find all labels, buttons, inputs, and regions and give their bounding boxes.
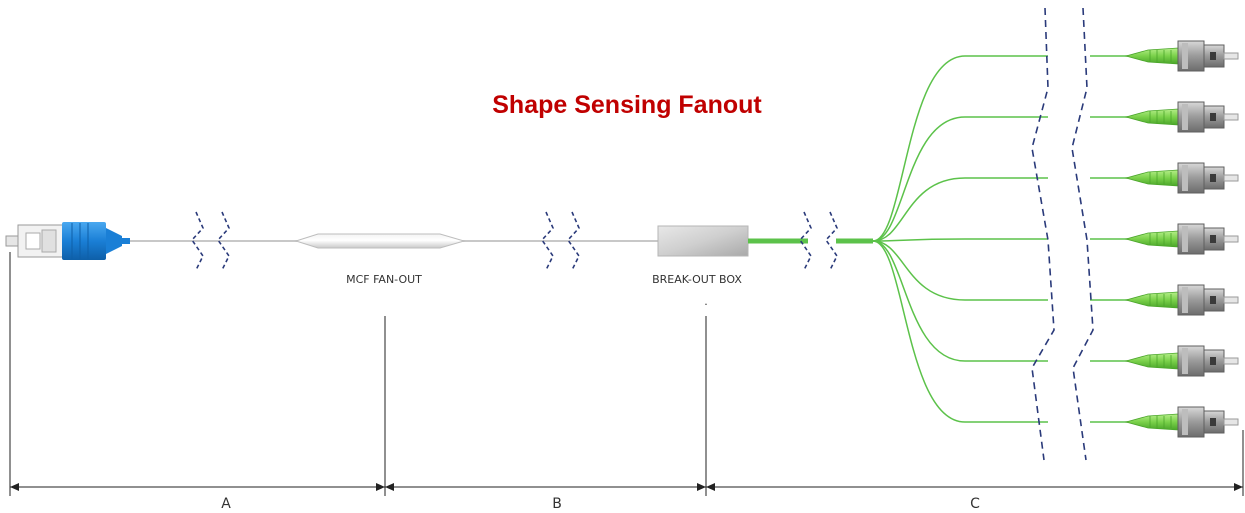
fanout-legs: [872, 55, 1128, 423]
dimension-a-label: A: [221, 496, 231, 512]
break-mark-a: [190, 211, 230, 271]
break-mark-b: [540, 211, 580, 271]
fanout-leg: [872, 238, 1048, 242]
break-mark-c: [798, 211, 838, 271]
mcf-fanout-device: [294, 233, 466, 249]
fc-connector-icon: [1124, 345, 1239, 377]
fanout-leg: [872, 240, 1048, 423]
mcf-fanout-label: MCF FAN-OUT: [346, 273, 422, 286]
tiny-dot: ·: [704, 298, 708, 311]
fanout-leg: [872, 240, 1048, 301]
dimension-arrows: [10, 483, 1243, 491]
breakout-box-label: BREAK-OUT BOX: [652, 273, 742, 286]
fc-connector-icon: [1124, 101, 1239, 133]
breakout-box: [657, 225, 749, 257]
fanout-leg: [872, 55, 1048, 242]
diagram-title: Shape Sensing Fanout: [492, 91, 762, 119]
fanout-leg: [872, 240, 1048, 362]
fc-connector-icon: [1124, 40, 1239, 72]
fc-connector-icon: [1124, 162, 1239, 194]
fanout-leg: [872, 177, 1048, 242]
fanout-leg: [872, 116, 1048, 242]
fc-connectors: [1124, 40, 1239, 438]
fc-connector-icon: [1124, 284, 1239, 316]
sc-connector-icon: [5, 222, 130, 260]
fc-connector-icon: [1124, 406, 1239, 438]
dimension-lines: [9, 252, 1244, 496]
dimension-c-label: C: [970, 496, 980, 512]
trunk-gap: [808, 236, 836, 246]
fanout-break-lines: [1031, 7, 1094, 461]
dimension-b-label: B: [552, 496, 562, 512]
fc-connector-icon: [1124, 223, 1239, 255]
